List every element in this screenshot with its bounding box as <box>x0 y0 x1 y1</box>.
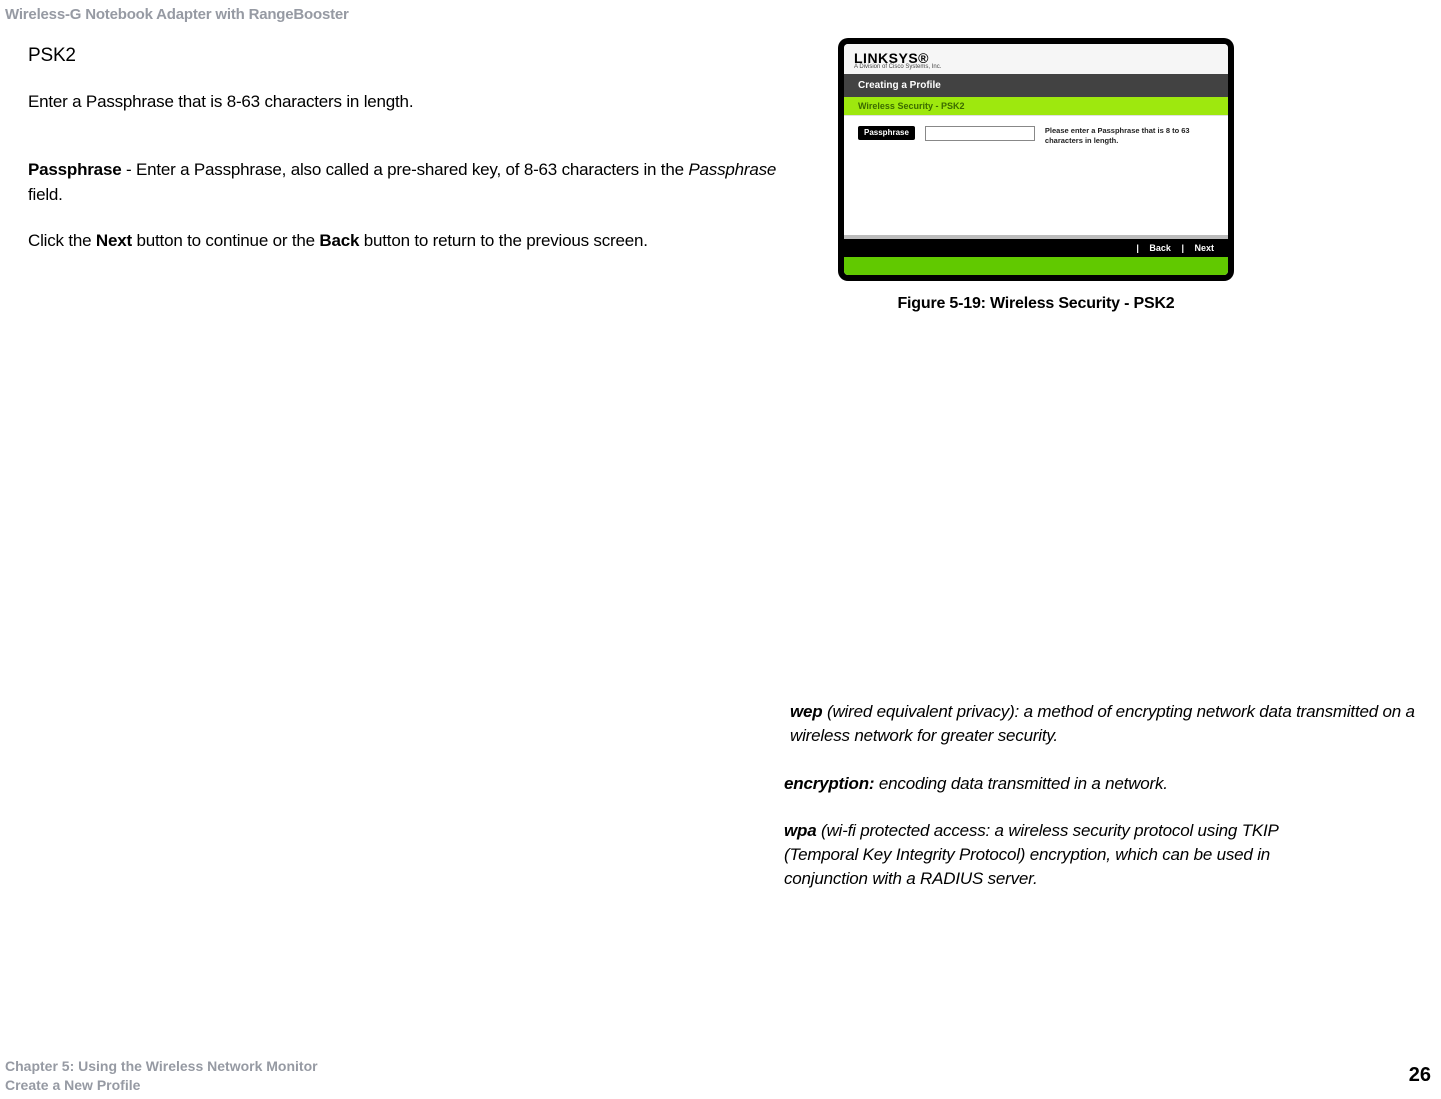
def-wpa: wpa (wi-fi protected access: a wireless … <box>784 819 1344 890</box>
brand-bar: LINKSYS® A Division of Cisco Systems, In… <box>844 44 1228 74</box>
nav-paragraph: Click the Next button to continue or the… <box>28 229 788 254</box>
wpa-text: (wi-fi protected access: a wireless secu… <box>784 821 1278 888</box>
enc-text: encoding data transmitted in a network. <box>874 774 1167 793</box>
nav-prefix: Click the <box>28 231 96 250</box>
footer-left: Chapter 5: Using the Wireless Network Mo… <box>5 1057 318 1095</box>
passphrase-label: Passphrase <box>858 126 915 140</box>
app-inner: LINKSYS® A Division of Cisco Systems, In… <box>844 44 1228 275</box>
page-number: 26 <box>1409 1064 1431 1087</box>
passphrase-input[interactable] <box>925 126 1035 141</box>
enc-term: encryption: <box>784 774 874 793</box>
footer-chapter: Chapter 5: Using the Wireless Network Mo… <box>5 1057 318 1076</box>
green-footer <box>844 257 1228 275</box>
passphrase-term: Passphrase <box>28 160 121 179</box>
section-title: PSK2 <box>28 42 788 70</box>
profile-bar: Creating a Profile <box>844 74 1228 97</box>
footer-section: Create a New Profile <box>5 1076 318 1095</box>
product-header: Wireless-G Notebook Adapter with RangeBo… <box>5 6 349 23</box>
main-text: PSK2 Enter a Passphrase that is 8-63 cha… <box>28 42 788 276</box>
nav-sep-1: | <box>1136 243 1139 253</box>
definitions: wep (wired equivalent privacy): a method… <box>790 700 1430 915</box>
nav-back-word: Back <box>319 231 359 250</box>
wep-text: (wired equivalent privacy): a method of … <box>790 702 1415 745</box>
brand-sub: A Division of Cisco Systems, Inc. <box>854 64 1218 70</box>
nav-suffix: button to return to the previous screen. <box>359 231 648 250</box>
def-wep: wep (wired equivalent privacy): a method… <box>790 700 1430 748</box>
nav-bar: | Back | Next <box>844 239 1228 257</box>
passphrase-field-name: Passphrase <box>688 160 776 179</box>
figure-caption: Figure 5-19: Wireless Security - PSK2 <box>838 295 1234 313</box>
nav-mid: button to continue or the <box>132 231 319 250</box>
content-area: Passphrase Please enter a Passphrase tha… <box>844 115 1228 235</box>
passphrase-hint: Please enter a Passphrase that is 8 to 6… <box>1045 126 1214 225</box>
app-window: LINKSYS® A Division of Cisco Systems, In… <box>838 38 1234 281</box>
figure-wrap: LINKSYS® A Division of Cisco Systems, In… <box>838 38 1234 313</box>
next-button[interactable]: Next <box>1194 243 1214 253</box>
wep-term: wep <box>790 702 822 721</box>
passphrase-desc-1: - Enter a Passphrase, also called a pre-… <box>121 160 688 179</box>
def-encryption: encryption: encoding data transmitted in… <box>784 772 1430 796</box>
wpa-term: wpa <box>784 821 816 840</box>
green-bar: Wireless Security - PSK2 <box>844 97 1228 115</box>
nav-next-word: Next <box>96 231 132 250</box>
nav-sep-2: | <box>1181 243 1184 253</box>
intro-text: Enter a Passphrase that is 8-63 characte… <box>28 90 788 115</box>
passphrase-desc-2: field. <box>28 185 63 204</box>
back-button[interactable]: Back <box>1149 243 1171 253</box>
passphrase-paragraph: Passphrase - Enter a Passphrase, also ca… <box>28 158 788 207</box>
